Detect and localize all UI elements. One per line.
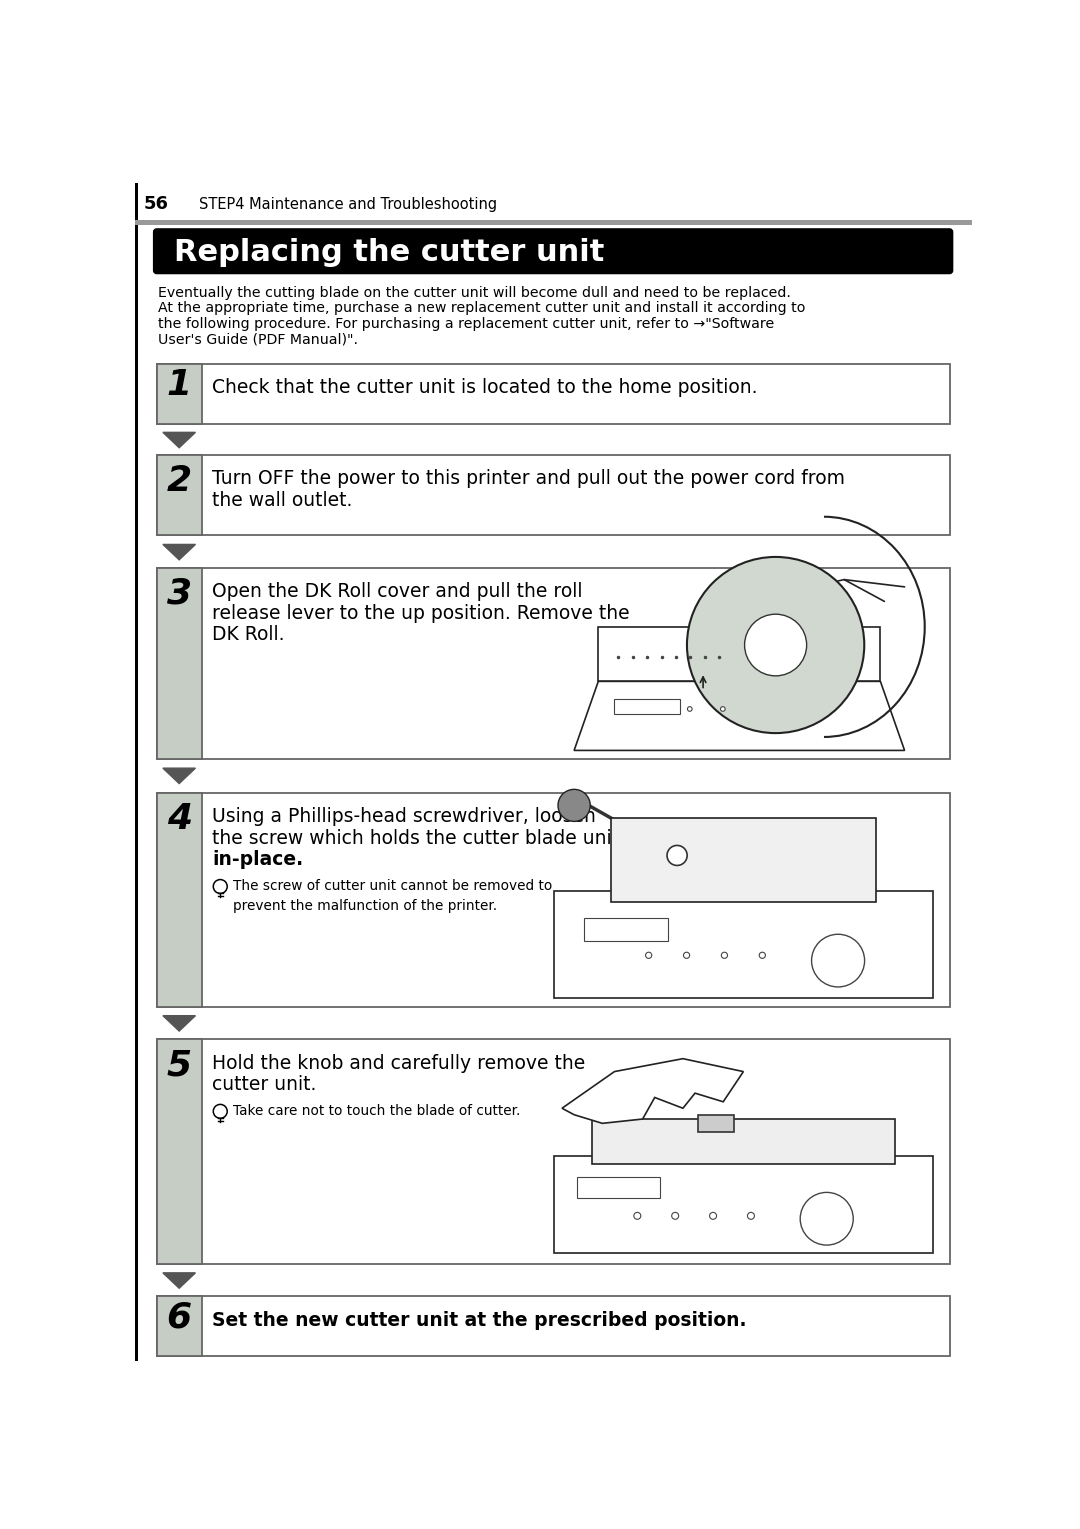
Text: 56: 56 [144,196,168,213]
Polygon shape [163,544,195,560]
Circle shape [672,1212,678,1219]
Text: Using a Phillips-head screwdriver, loosen: Using a Phillips-head screwdriver, loose… [213,807,596,826]
Bar [157,454,202,535]
Bar [157,1038,949,1264]
Circle shape [721,953,728,959]
Text: Check that the cutter unit is located to the home position.: Check that the cutter unit is located to… [213,378,758,398]
Bar [613,699,680,714]
Bar [157,364,949,424]
Bar [554,1156,933,1252]
Polygon shape [575,682,905,751]
Circle shape [634,1212,640,1219]
Bar [577,1177,660,1199]
Text: the screw which holds the cutter blade unit: the screw which holds the cutter blade u… [213,829,620,847]
Bar [157,567,949,758]
Text: Take care not to touch the blade of cutter.: Take care not to touch the blade of cutt… [232,1104,521,1118]
Bar [157,364,202,424]
FancyBboxPatch shape [153,229,953,274]
Circle shape [744,615,807,676]
Text: Set the new cutter unit at the prescribed position.: Set the new cutter unit at the prescribe… [213,1310,747,1330]
Circle shape [759,953,766,959]
Text: release lever to the up position. Remove the: release lever to the up position. Remove… [213,604,630,622]
Text: The screw of cutter unit cannot be removed to
prevent the malfunction of the pri: The screw of cutter unit cannot be remov… [232,879,552,913]
Polygon shape [163,1272,195,1289]
Text: the wall outlet.: the wall outlet. [213,491,353,509]
Bar [698,1115,734,1131]
Bar [135,220,972,225]
Text: 2: 2 [166,463,192,498]
Text: 5: 5 [166,1049,192,1083]
Circle shape [688,706,692,711]
Bar [157,567,202,758]
Bar [598,627,880,682]
Circle shape [811,934,865,986]
Text: User's Guide (PDF Manual)".: User's Guide (PDF Manual)". [159,332,359,346]
Text: 6: 6 [166,1301,192,1335]
Bar [135,183,138,1361]
Circle shape [687,557,864,732]
Circle shape [747,1212,755,1219]
Bar [157,792,949,1006]
Circle shape [720,706,725,711]
Text: cutter unit.: cutter unit. [213,1075,316,1095]
Bar [611,818,876,902]
Polygon shape [163,1015,195,1031]
Text: 1: 1 [166,368,192,402]
Circle shape [684,953,690,959]
Text: Replacing the cutter unit: Replacing the cutter unit [174,239,604,268]
Text: in-place.: in-place. [213,850,303,870]
Text: At the appropriate time, purchase a new replacement cutter unit and install it a: At the appropriate time, purchase a new … [159,301,806,315]
Bar [157,792,202,1006]
Bar [157,1297,949,1356]
Text: Hold the knob and carefully remove the: Hold the knob and carefully remove the [213,1053,585,1072]
Text: the following procedure. For purchasing a replacement cutter unit, refer to →"So: the following procedure. For purchasing … [159,317,774,330]
Circle shape [800,1193,853,1245]
Text: Turn OFF the power to this printer and pull out the power cord from: Turn OFF the power to this printer and p… [213,469,846,488]
Text: DK Roll.: DK Roll. [213,625,285,644]
Circle shape [654,706,659,711]
Bar [157,1038,202,1264]
Polygon shape [562,1058,743,1124]
Circle shape [667,846,687,865]
Text: Open the DK Roll cover and pull the roll: Open the DK Roll cover and pull the roll [213,583,583,601]
Circle shape [710,1212,716,1219]
Bar [584,917,667,942]
Text: STEP4 Maintenance and Troubleshooting: STEP4 Maintenance and Troubleshooting [199,197,497,213]
Bar [554,891,933,998]
Bar [157,1297,202,1356]
Circle shape [646,953,651,959]
Polygon shape [163,433,195,448]
Polygon shape [163,768,195,783]
Text: 3: 3 [166,576,192,612]
Circle shape [558,789,591,821]
Bar [157,454,949,535]
Bar [592,1119,895,1164]
Text: Eventually the cutting blade on the cutter unit will become dull and need to be : Eventually the cutting blade on the cutt… [159,286,792,300]
Text: 4: 4 [166,801,192,836]
